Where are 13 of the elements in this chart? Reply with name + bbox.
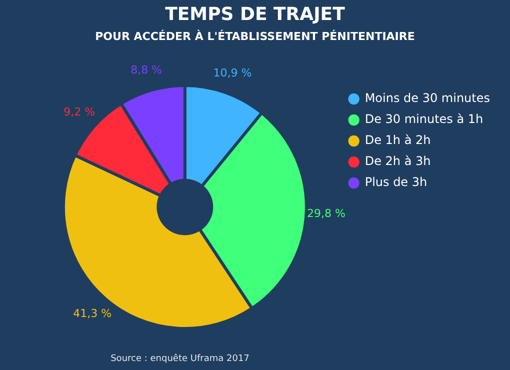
chart-title: TEMPS DE TRAJET bbox=[164, 4, 346, 25]
legend-label: De 30 minutes à 1h bbox=[364, 112, 484, 126]
chart-subtitle: POUR ACCÉDER À L'ÉTABLISSEMENT PÉNITENTIAIRE bbox=[94, 30, 416, 43]
legend-label: De 1h à 2h bbox=[364, 133, 431, 148]
data-label: 41,3 % bbox=[73, 306, 112, 320]
legend-label: Moins de 30 minutes bbox=[364, 91, 490, 106]
legend-label: Plus de 3h bbox=[364, 175, 428, 190]
data-label: 10,9 % bbox=[213, 66, 252, 80]
data-label: 8,8 % bbox=[130, 64, 162, 77]
legend-label: De 2h à 3h bbox=[364, 154, 431, 168]
source-note: Source : enquête Uframa 2017 bbox=[110, 354, 250, 364]
data-label: 9,2 % bbox=[64, 106, 96, 119]
data-label: 29,8 % bbox=[307, 206, 346, 220]
